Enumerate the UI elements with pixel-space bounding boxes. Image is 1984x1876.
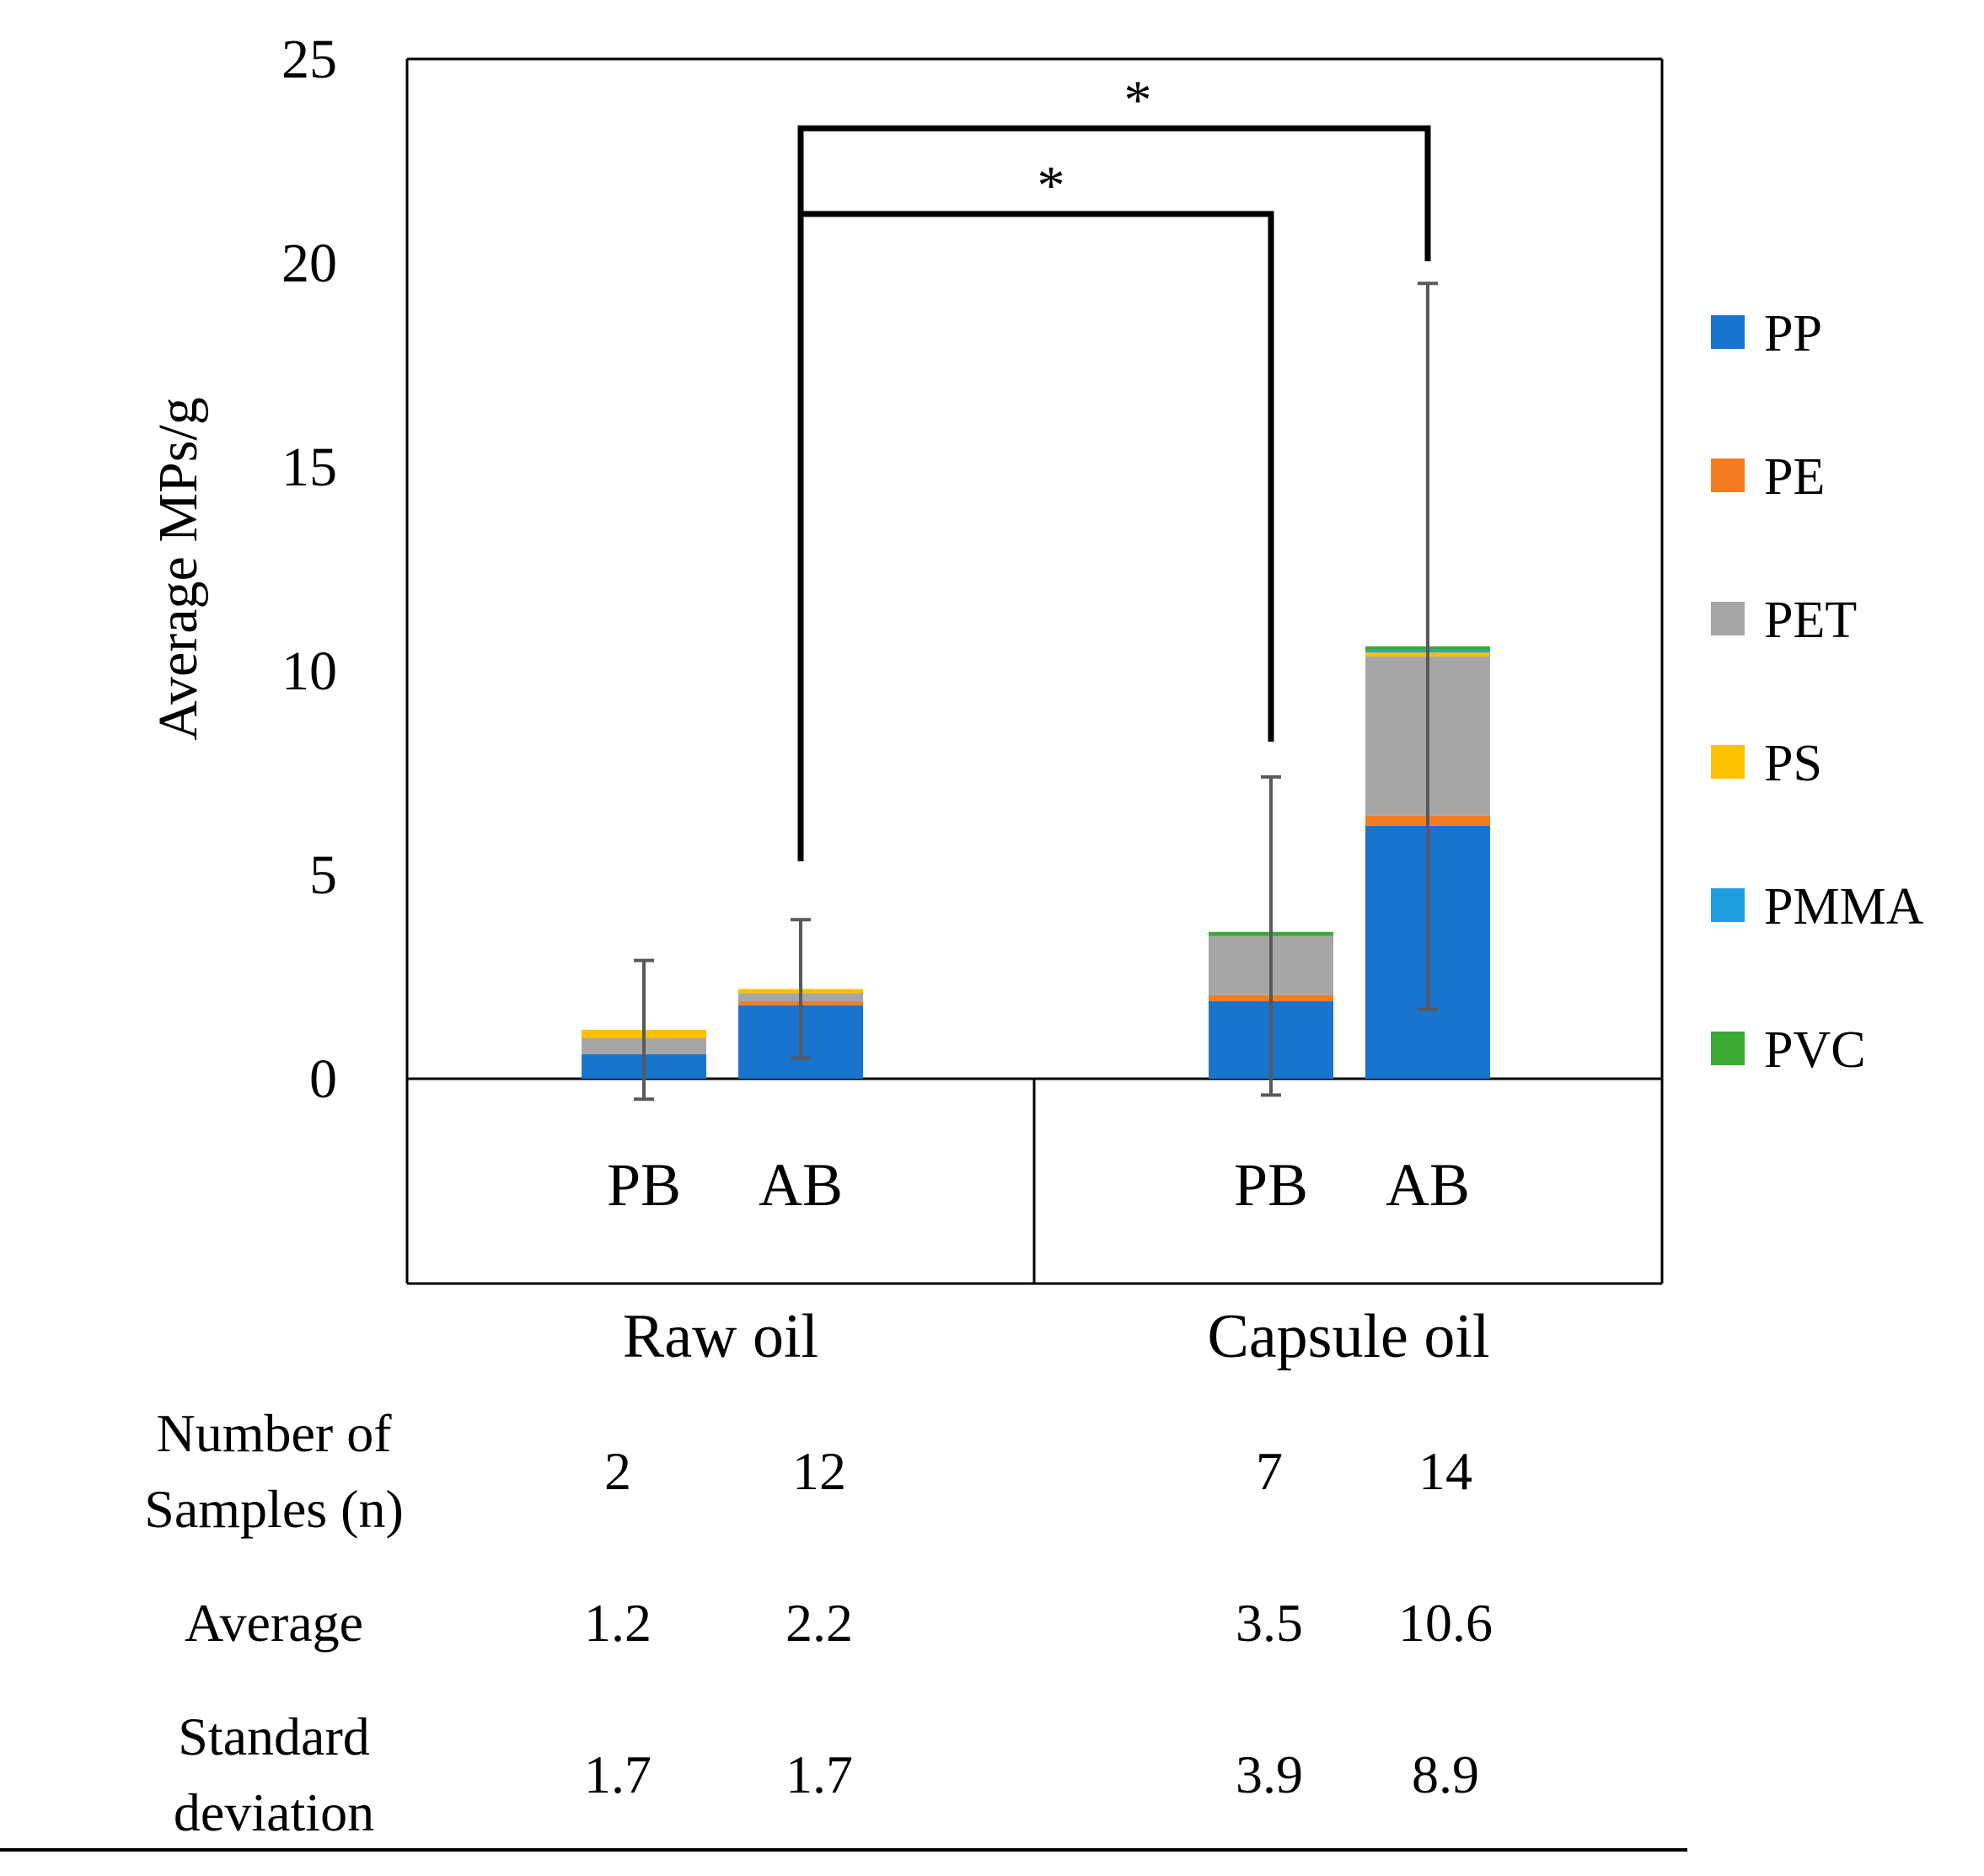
summary-table: Number of Samples (n) 2 12 7 14 Average 1.2 2.2 3…: [0, 1403, 1687, 1852]
table-row-label: Samples (n): [144, 1479, 404, 1539]
legend-swatch-pe: [1711, 458, 1745, 492]
table-cell: 12: [792, 1441, 846, 1501]
y-axis-label: Average MPs/g: [147, 397, 209, 741]
significance-star: *: [1124, 69, 1152, 131]
legend-swatch-ps: [1711, 745, 1745, 779]
table-cell: 2.2: [786, 1593, 853, 1653]
error-bars: [634, 281, 1438, 1101]
y-tick-label: 25: [282, 29, 337, 90]
table-cell: 14: [1418, 1441, 1472, 1501]
y-tick-label: 10: [282, 641, 337, 702]
table-cell: 1.7: [786, 1745, 853, 1804]
legend-swatch-pp: [1711, 315, 1745, 349]
table-row-label: deviation: [174, 1782, 374, 1842]
table-cell: 10.6: [1398, 1593, 1493, 1653]
legend-label-pmma: PMMA: [1764, 878, 1924, 935]
table-row-label: Average: [185, 1593, 363, 1653]
table-cell: 7: [1256, 1441, 1283, 1501]
group-label: Raw oil: [623, 1302, 818, 1371]
table-cell: 3.9: [1236, 1745, 1303, 1804]
bars: [582, 646, 1490, 1079]
category-label: PB: [1234, 1151, 1308, 1219]
legend-swatch-pmma: [1711, 888, 1745, 922]
y-tick-label: 15: [282, 437, 337, 498]
legend-swatch-pet: [1711, 602, 1745, 635]
significance-star: *: [1038, 155, 1065, 217]
significance-bracket: [797, 125, 1431, 861]
y-tick-label: 5: [309, 844, 337, 906]
group-labels: Raw oil Capsule oil: [623, 1302, 1490, 1371]
category-label: AB: [759, 1151, 843, 1219]
legend-label-pvc: PVC: [1764, 1021, 1866, 1079]
legend-label-pe: PE: [1764, 448, 1825, 506]
table-cell: 8.9: [1412, 1745, 1479, 1804]
group-label: Capsule oil: [1207, 1302, 1489, 1371]
table-row-label: Number of: [156, 1403, 392, 1463]
legend-swatch-pvc: [1711, 1032, 1745, 1065]
legend-label-pet: PET: [1764, 592, 1857, 649]
legend-label-ps: PS: [1764, 735, 1822, 792]
significance-brackets: **: [797, 69, 1431, 861]
y-tick-label: 20: [282, 233, 337, 294]
legend-label-pp: PP: [1764, 305, 1822, 362]
table-cell: 3.5: [1236, 1593, 1303, 1653]
category-label: AB: [1386, 1151, 1470, 1219]
table-cell: 2: [604, 1441, 631, 1501]
significance-bracket: [797, 211, 1274, 861]
legend: PP PE PET PS PMMA PVC: [1711, 305, 1924, 1079]
category-labels: PB AB PB AB: [607, 1151, 1470, 1219]
category-label: PB: [607, 1151, 681, 1219]
table-row-label: Standard: [178, 1707, 370, 1766]
y-tick-label: 0: [309, 1048, 337, 1110]
table-cell: 1.7: [584, 1745, 652, 1804]
y-axis: 0 5 10 15 20 25: [282, 29, 337, 1110]
table-cell: 1.2: [584, 1593, 652, 1653]
